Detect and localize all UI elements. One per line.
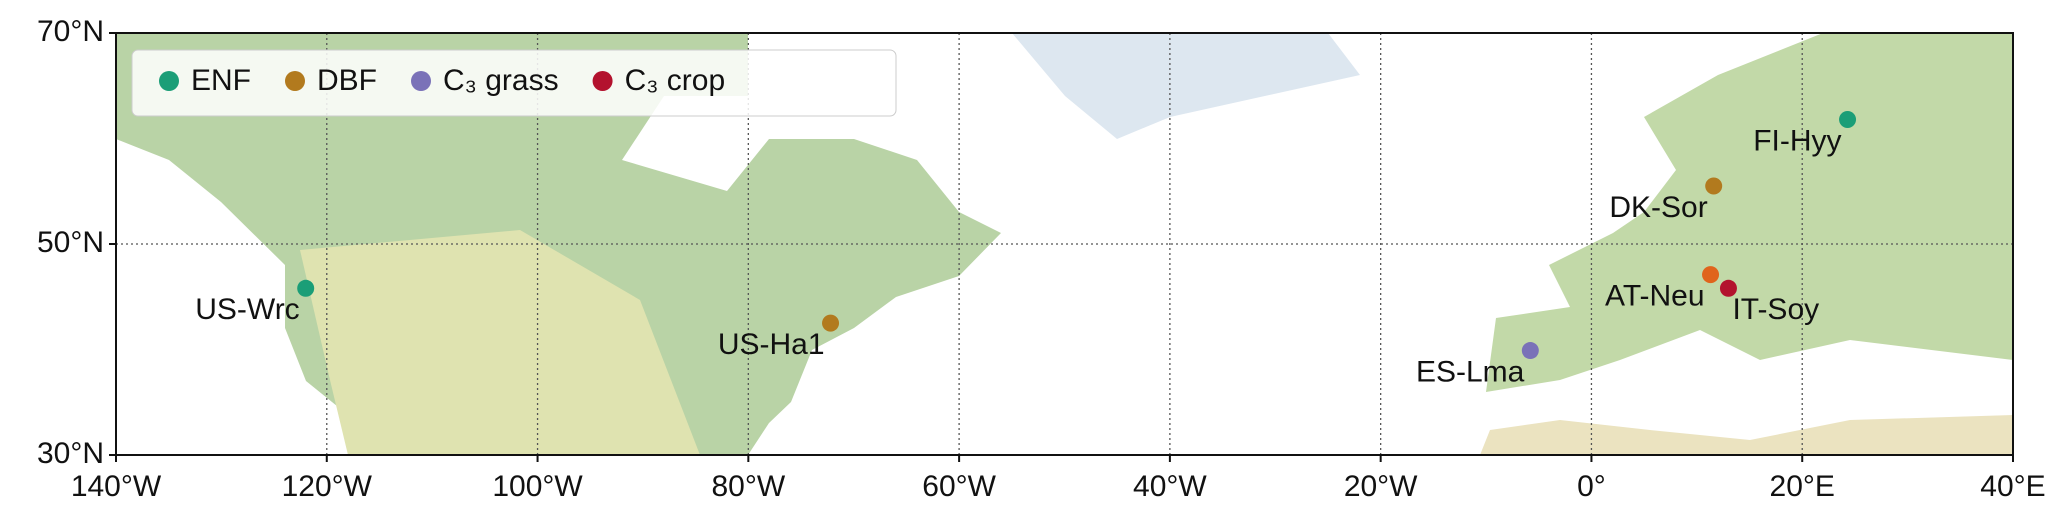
x-tick-label: 120°W [282, 470, 373, 503]
site-marker [1705, 177, 1723, 195]
site-marker [1521, 342, 1539, 360]
site-label: AT-Neu [1605, 280, 1704, 313]
legend-marker [159, 71, 179, 91]
legend-marker [592, 71, 613, 91]
site-marker [1702, 266, 1720, 284]
x-tick-label: 60°W [922, 470, 996, 503]
legend: ENF DBF C₃ grass C₃ crop [159, 64, 725, 97]
legend-box [131, 49, 897, 117]
legend-marker [411, 71, 431, 91]
land-greenland [1012, 33, 1360, 139]
x-tick-label: 80°W [711, 470, 785, 503]
x-tick-label: 20°W [1344, 470, 1418, 503]
x-tick-label: 140°W [71, 470, 162, 503]
legend-label: C₃ crop [625, 64, 726, 97]
y-tick-label: 50°N [37, 226, 104, 259]
x-tick-label: 100°W [492, 470, 583, 503]
land-africa [1480, 415, 2013, 455]
y-tick-label: 70°N [37, 15, 104, 48]
x-tick-label: 40°E [1980, 470, 2045, 503]
legend-marker [285, 71, 305, 91]
x-tick-label: 20°E [1770, 470, 1835, 503]
site-label: FI-Hyy [1753, 124, 1841, 157]
site-marker [1719, 279, 1737, 297]
site-marker [1839, 111, 1857, 129]
legend-label: C₃ grass [443, 64, 559, 97]
legend-label: ENF [191, 64, 251, 97]
y-tick-label: 30°N [37, 437, 104, 470]
site-label: US-Ha1 [718, 328, 825, 361]
site-label: DK-Sor [1609, 191, 1707, 224]
points: US-Wrc FI-Hyy US-Ha1 DK-Sor ES-Lma AT-Neu IT-S… [195, 111, 1857, 388]
site-marker [297, 279, 315, 297]
site-marker [822, 314, 840, 332]
site-label: ES-Lma [1416, 355, 1525, 388]
basemap [116, 33, 2013, 455]
land-europe [1486, 33, 2013, 392]
x-tick-label: 0° [1577, 470, 1606, 503]
legend-label: DBF [317, 64, 377, 97]
site-label: IT-Soy [1732, 293, 1819, 326]
land-dry [300, 230, 700, 455]
site-label: US-Wrc [195, 293, 299, 326]
x-tick-label: 40°W [1133, 470, 1207, 503]
